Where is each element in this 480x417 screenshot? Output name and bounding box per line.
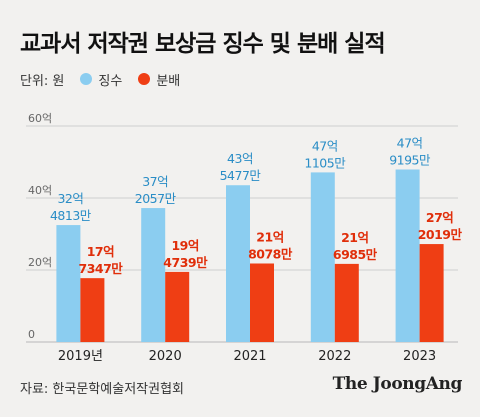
data-label-collect: 4813만 <box>50 208 92 223</box>
legend-swatch-collect <box>80 73 93 85</box>
x-tick-label: 2023 <box>403 349 436 364</box>
data-label-distribute: 6985만 <box>333 247 378 262</box>
bar-collect <box>226 185 250 342</box>
data-label-distribute: 19억 <box>171 238 198 253</box>
legend-label-collect: 징수 <box>98 73 123 89</box>
y-tick-label: 60억 <box>28 112 52 125</box>
y-tick-label: 40억 <box>28 184 52 197</box>
y-tick-label: 0 <box>28 328 35 341</box>
bar-distribute <box>80 278 105 342</box>
unit-label: 단위: 원 <box>20 73 65 89</box>
data-label-collect: 43억 <box>227 151 253 166</box>
legend: 단위: 원 징수 분배 <box>20 70 180 89</box>
bar-collect <box>56 225 81 342</box>
bar-distribute <box>419 244 444 342</box>
bar-collect <box>395 169 420 342</box>
chart-title: 교과서 저작권 보상금 징수 및 분배 실적 <box>20 31 386 57</box>
legend-item-distribute: 분배 <box>138 70 180 89</box>
data-label-collect: 2057만 <box>135 191 177 206</box>
legend-label-distribute: 분배 <box>156 73 181 89</box>
bar-collect <box>310 172 335 342</box>
data-label-distribute: 8078만 <box>248 246 293 261</box>
data-label-collect: 5477만 <box>220 168 262 183</box>
data-label-distribute: 2019만 <box>418 227 463 242</box>
legend-item-collect: 징수 <box>80 70 122 89</box>
source-note: 자료: 한국문학예술저작권협회 <box>20 382 184 397</box>
data-label-collect: 47억 <box>397 135 423 150</box>
x-tick-label: 2022 <box>318 349 351 364</box>
x-tick-label: 2020 <box>149 349 182 364</box>
data-label-collect: 1105만 <box>304 155 346 170</box>
brand-logo: The JoongAng <box>332 374 463 394</box>
data-label-collect: 47억 <box>312 138 338 153</box>
y-tick-label: 20억 <box>28 256 52 269</box>
data-label-distribute: 17억 <box>87 244 114 259</box>
bar-distribute <box>250 263 274 342</box>
data-label-distribute: 21억 <box>256 229 283 244</box>
data-label-distribute: 27억 <box>426 210 453 225</box>
legend-swatch-distribute <box>138 73 151 85</box>
x-tick-label: 2019년 <box>58 349 103 364</box>
data-label-collect: 9195만 <box>389 152 431 167</box>
data-label-distribute: 21억 <box>341 230 368 245</box>
bar-collect <box>141 208 166 342</box>
x-tick-label: 2021 <box>233 349 266 364</box>
data-label-collect: 37억 <box>142 174 168 189</box>
data-label-distribute: 4739만 <box>163 255 208 270</box>
data-label-distribute: 7347만 <box>79 261 124 276</box>
bar-distribute <box>165 271 190 342</box>
data-label-collect: 32억 <box>57 191 83 206</box>
bar-distribute <box>334 263 359 342</box>
